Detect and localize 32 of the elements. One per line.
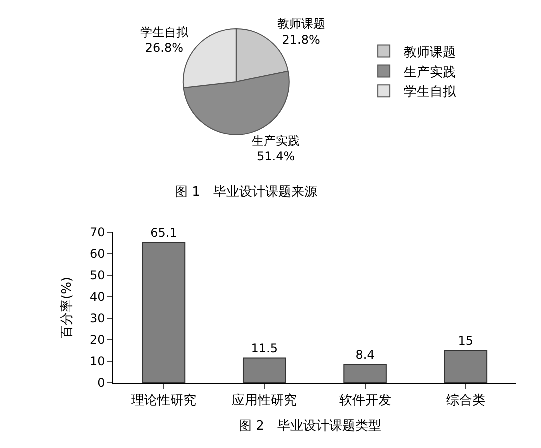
slice-label: 生产实践 [252,134,300,148]
text: 图 2 毕业设计课题类型 [239,419,382,434]
legend-label: 生产实践 [404,65,456,80]
bar [344,364,387,383]
text: 图 1 毕业设计课题来源 [175,185,318,200]
bar [444,350,488,383]
data-label: 15 [458,334,474,348]
data-label: 65.1 [150,226,178,240]
bar [142,242,186,383]
data-label: 8.4 [356,348,375,362]
x-tick-label: 理论性研究 [131,394,196,409]
y-tick-label: 20 [90,333,106,348]
x-tick-label: 应用性研究 [232,392,298,409]
data-label: 51.4% [257,150,296,164]
y-tick-label: 0 [98,376,106,390]
x-tick-label: 软件开发 [339,394,392,409]
y-tick-label: 30 [90,312,106,326]
y-tick-label: 40 [90,290,106,304]
slice-label: 教师课题 [277,17,326,32]
y-tick-label: 50 [90,268,106,283]
data-label: 26.8% [145,40,184,55]
legend-label: 学生自拟 [404,85,458,100]
y-tick-label: 60 [90,247,106,262]
y-tick-label: 10 [90,354,106,369]
data-label: 21.8% [282,32,320,47]
x-tick-label: 综合类 [446,394,486,409]
legend-label: 教师课题 [404,45,456,60]
data-label: 11.5 [251,341,278,356]
y-tick-label: 70 [90,226,106,240]
bar [242,358,286,383]
slice-label: 学生自拟 [140,25,190,40]
y-axis-title: 百分率(%) [58,276,75,338]
